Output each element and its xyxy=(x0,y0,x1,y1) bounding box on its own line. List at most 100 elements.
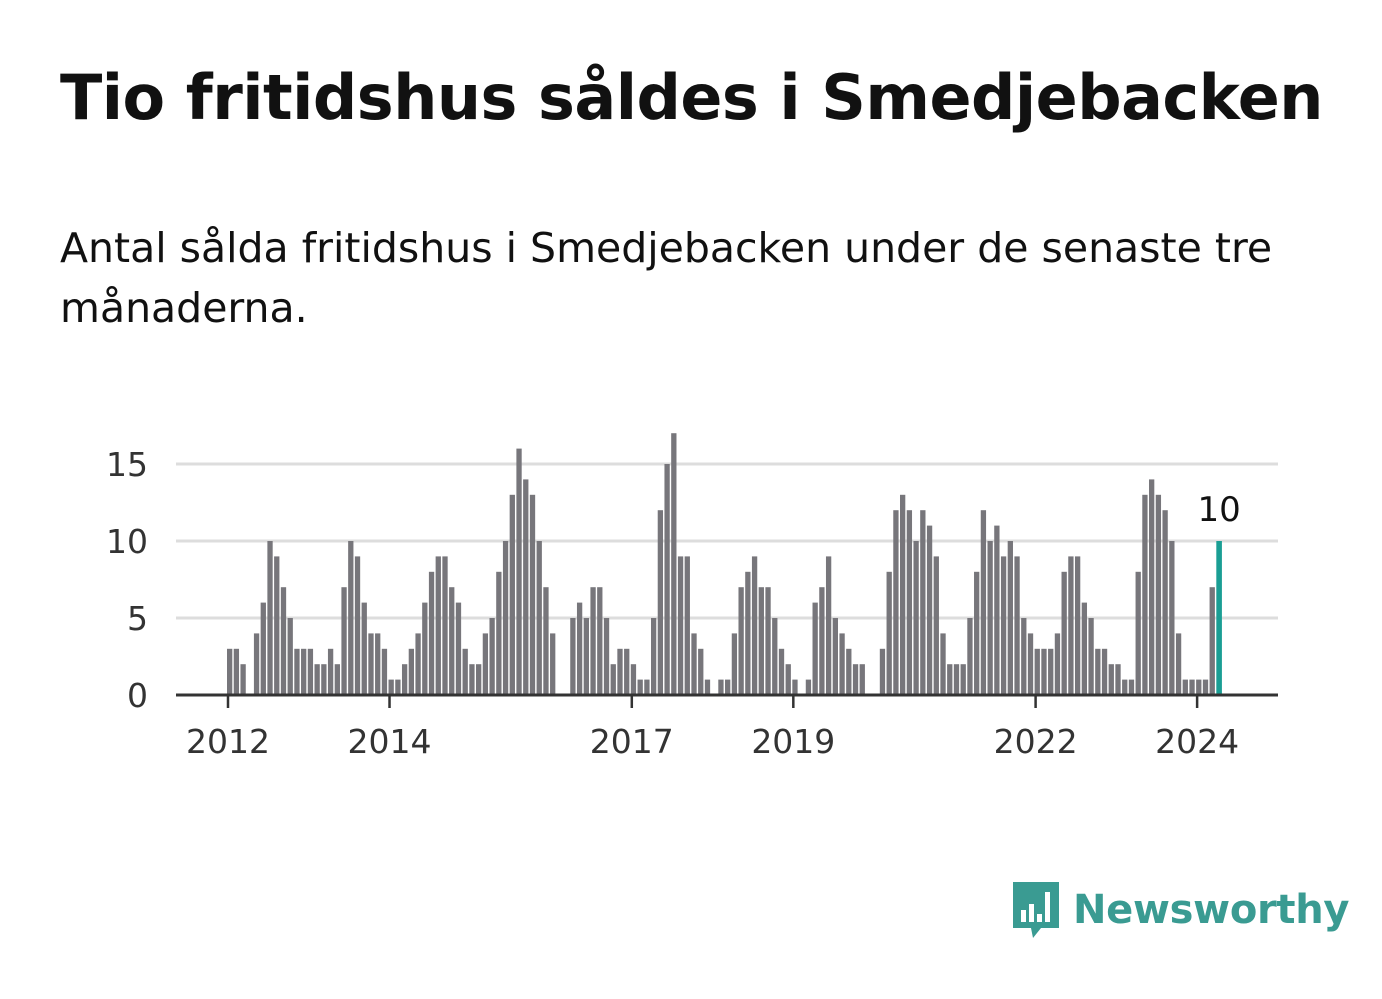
bar xyxy=(772,618,778,695)
chart-subtitle: Antal sålda fritidshus i Smedjebacken un… xyxy=(60,224,1273,332)
bar xyxy=(1108,664,1114,695)
bar xyxy=(913,541,919,695)
bar xyxy=(987,541,993,695)
bar xyxy=(698,648,704,695)
bar xyxy=(637,679,643,695)
bar xyxy=(859,664,865,695)
bar xyxy=(839,633,845,695)
bar xyxy=(1115,664,1121,695)
bar xyxy=(691,633,697,695)
bar xyxy=(314,664,320,695)
bar xyxy=(664,464,670,695)
y-tick-label-0: 0 xyxy=(127,676,148,715)
bar xyxy=(852,664,859,695)
bar xyxy=(1122,679,1128,695)
newsworthy-logo: Newsworthy xyxy=(1011,880,1350,940)
bars xyxy=(227,433,1222,695)
bar xyxy=(375,633,381,695)
bar xyxy=(1149,479,1155,695)
bar xyxy=(644,679,650,695)
bar xyxy=(388,679,394,695)
bar xyxy=(348,541,354,695)
bar xyxy=(1034,648,1040,695)
bar xyxy=(603,618,610,695)
bar xyxy=(287,618,293,695)
bar xyxy=(307,648,314,695)
bar xyxy=(785,664,791,695)
bar xyxy=(502,541,509,695)
bar xyxy=(650,618,657,695)
bar xyxy=(1202,679,1209,695)
bar xyxy=(428,571,435,695)
bar xyxy=(610,664,616,695)
bar xyxy=(368,633,374,695)
bar xyxy=(334,664,340,695)
bar xyxy=(920,510,926,695)
bar xyxy=(1162,510,1168,695)
bar xyxy=(765,587,771,695)
last-value-label: 10 xyxy=(1197,490,1240,530)
bar xyxy=(469,664,475,695)
x-tick-label-2022: 2022 xyxy=(994,722,1078,761)
bar xyxy=(1101,648,1108,695)
bar xyxy=(550,633,556,695)
x-tick-label-2017: 2017 xyxy=(590,722,674,761)
x-tick-label-2014: 2014 xyxy=(348,722,432,761)
bar xyxy=(751,556,758,695)
bar xyxy=(260,602,266,695)
bar xyxy=(677,556,684,695)
bar xyxy=(778,648,785,695)
bar xyxy=(294,648,300,695)
bar xyxy=(819,587,825,695)
bar xyxy=(442,556,448,695)
bar xyxy=(657,510,664,695)
bar xyxy=(893,510,899,695)
bar xyxy=(906,510,913,695)
y-tick-label-15: 15 xyxy=(106,445,148,484)
bar xyxy=(926,525,933,695)
bar xyxy=(731,633,738,695)
bar-chart: 0 5 10 15 2012 2014 2017 2019 2022 2024 10 xyxy=(106,433,1278,761)
bar xyxy=(1088,618,1094,695)
bar xyxy=(704,679,711,695)
bar xyxy=(1048,648,1054,695)
bar xyxy=(879,648,886,695)
bar xyxy=(617,648,623,695)
bar xyxy=(476,664,482,695)
bar xyxy=(1182,679,1188,695)
bar xyxy=(1068,556,1074,695)
bar xyxy=(1074,556,1081,695)
bar xyxy=(886,571,892,695)
bar xyxy=(940,633,946,695)
bar xyxy=(1216,541,1222,695)
bar xyxy=(361,602,367,695)
bar xyxy=(583,618,589,695)
bar xyxy=(671,433,677,695)
y-tick-label-5: 5 xyxy=(127,599,148,638)
bar xyxy=(341,587,347,695)
bar xyxy=(267,541,273,695)
bar xyxy=(832,618,838,695)
bar xyxy=(401,664,408,695)
bar xyxy=(1061,571,1067,695)
bar xyxy=(496,571,502,695)
bar xyxy=(967,618,973,695)
bar xyxy=(1054,633,1061,695)
bar xyxy=(1155,494,1162,695)
bar xyxy=(725,679,731,695)
bar xyxy=(395,679,401,695)
bar xyxy=(321,664,327,695)
bar xyxy=(825,556,832,695)
bar xyxy=(718,679,724,695)
bar xyxy=(624,648,630,695)
bar xyxy=(846,648,852,695)
bar xyxy=(738,587,744,695)
bar xyxy=(449,587,455,695)
x-tick-label-2012: 2012 xyxy=(186,722,270,761)
bar xyxy=(523,479,529,695)
logo-text: Newsworthy xyxy=(1073,887,1350,933)
bar xyxy=(947,664,953,695)
bar xyxy=(1014,556,1020,695)
y-tick-label-10: 10 xyxy=(106,522,148,561)
bar xyxy=(301,648,307,695)
